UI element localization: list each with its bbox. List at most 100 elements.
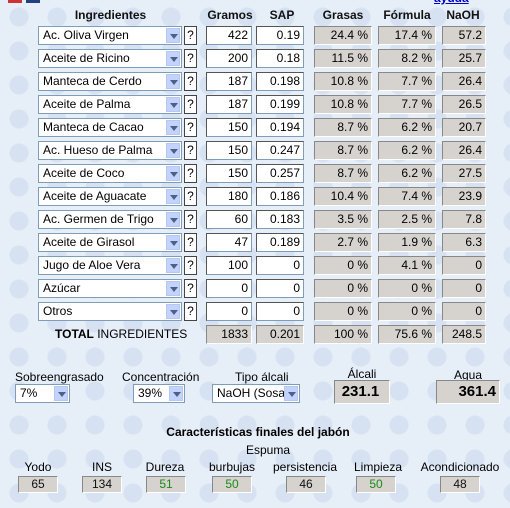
input-field[interactable]: 47 [206, 233, 252, 252]
output-field: 8.7 % [314, 141, 372, 160]
ingredient-select[interactable]: Aceite de Ricino [38, 49, 182, 68]
output-field: 0 [442, 279, 486, 298]
input-field[interactable]: 0.199 [256, 95, 304, 114]
dropdown-arrow[interactable] [166, 304, 180, 319]
output-field: 0 % [314, 279, 372, 298]
help-button[interactable]: ? [184, 141, 197, 160]
input-field[interactable]: 422 [206, 26, 252, 45]
dropdown-arrow[interactable] [166, 235, 180, 250]
total-value: 0.201 [256, 325, 304, 344]
help-button[interactable]: ? [184, 210, 197, 229]
total-value: 1833 [206, 325, 252, 344]
ingredient-select[interactable]: Aceite de Coco [38, 164, 182, 183]
help-button[interactable]: ? [184, 187, 197, 206]
ingredient-select[interactable]: Otros [38, 302, 182, 321]
property-value: 46 [286, 476, 326, 493]
input-field[interactable]: 200 [206, 49, 252, 68]
help-button[interactable]: ? [184, 95, 197, 114]
input-field[interactable]: 0.186 [256, 187, 304, 206]
dropdown-arrow[interactable] [54, 386, 68, 401]
property-label: Yodo [24, 460, 52, 474]
ingredient-select[interactable]: Aceite de Palma [38, 95, 182, 114]
input-field[interactable]: 0.189 [256, 233, 304, 252]
setting-select[interactable]: 39% [133, 384, 185, 403]
input-field[interactable]: 0.194 [256, 118, 304, 137]
help-button[interactable]: ? [184, 164, 197, 183]
help-button[interactable]: ? [184, 118, 197, 137]
total-rest: INGREDIENTES [93, 327, 188, 341]
dropdown-arrow[interactable] [166, 212, 180, 227]
output-field: 0 % [378, 302, 436, 321]
dropdown-arrow[interactable] [166, 143, 180, 158]
input-field[interactable]: 0.19 [256, 26, 304, 45]
output-field: 57.2 [442, 26, 486, 45]
setting-select[interactable]: 7% [15, 384, 70, 403]
ingredient-select[interactable]: Ac. Hueso de Palma [38, 141, 182, 160]
output-field: 23.9 [442, 187, 486, 206]
input-field[interactable]: 0.198 [256, 72, 304, 91]
input-field[interactable]: 0.18 [256, 49, 304, 68]
input-field[interactable]: 0 [256, 256, 304, 275]
ingredient-select[interactable]: Azúcar [38, 279, 182, 298]
ingredient-select[interactable]: Aceite de Aguacate [38, 187, 182, 206]
input-field[interactable]: 187 [206, 72, 252, 91]
ingredient-select[interactable]: Aceite de Girasol [38, 233, 182, 252]
help-button[interactable]: ? [184, 26, 197, 45]
flag-es[interactable] [8, 0, 22, 3]
dropdown-arrow[interactable] [166, 28, 180, 43]
input-field[interactable]: 187 [206, 95, 252, 114]
output-field: 11.5 % [314, 49, 372, 68]
setting-label: Agua [453, 368, 483, 382]
dropdown-arrow[interactable] [166, 166, 180, 181]
input-field[interactable]: 0.257 [256, 164, 304, 183]
input-field[interactable]: 180 [206, 187, 252, 206]
dropdown-arrow[interactable] [166, 258, 180, 273]
input-field[interactable]: 60 [206, 210, 252, 229]
output-field: 7.7 % [378, 72, 436, 91]
help-button[interactable]: ? [184, 72, 197, 91]
dropdown-arrow[interactable] [166, 51, 180, 66]
input-field[interactable]: 150 [206, 118, 252, 137]
output-field: 1.9 % [378, 233, 436, 252]
output-field: 17.4 % [378, 26, 436, 45]
input-field[interactable]: 0 [206, 302, 252, 321]
help-button[interactable]: ? [184, 256, 197, 275]
property-label: Limpieza [353, 460, 403, 474]
dropdown-arrow[interactable] [166, 120, 180, 135]
input-field[interactable]: 0 [256, 279, 304, 298]
ingredient-select[interactable]: Ac. Oliva Virgen [38, 26, 182, 45]
dropdown-arrow[interactable] [166, 281, 180, 296]
ingredient-select[interactable]: Ac. Germen de Trigo [38, 210, 182, 229]
ingredient-select[interactable]: Manteca de Cerdo [38, 72, 182, 91]
output-field: 25.7 [442, 49, 486, 68]
property-value: 51 [146, 476, 186, 493]
input-field[interactable]: 150 [206, 141, 252, 160]
input-field[interactable]: 100 [206, 256, 252, 275]
dropdown-arrow[interactable] [166, 74, 180, 89]
output-field: 24.4 % [314, 26, 372, 45]
help-button[interactable]: ? [184, 49, 197, 68]
setting-select[interactable]: NaOH (Sosa) [212, 384, 300, 403]
dropdown-arrow[interactable] [166, 97, 180, 112]
help-button[interactable]: ? [184, 233, 197, 252]
input-field[interactable]: 0 [206, 279, 252, 298]
help-button[interactable]: ? [184, 302, 197, 321]
flag-uk[interactable] [26, 0, 40, 3]
input-field[interactable]: 0 [256, 302, 304, 321]
dropdown-arrow[interactable] [166, 189, 180, 204]
input-field[interactable]: 0.247 [256, 141, 304, 160]
input-field[interactable]: 150 [206, 164, 252, 183]
input-field[interactable]: 0.183 [256, 210, 304, 229]
property-label: Dureza [145, 460, 185, 474]
dropdown-arrow[interactable] [284, 386, 298, 401]
dropdown-arrow[interactable] [169, 386, 183, 401]
ingredient-select[interactable]: Manteca de Cacao [38, 118, 182, 137]
ingredient-select[interactable]: Jugo de Aloe Vera [38, 256, 182, 275]
total-value: 100 % [314, 325, 372, 344]
help-button[interactable]: ? [184, 279, 197, 298]
total-bold: TOTAL [55, 327, 94, 341]
column-header: SAP [269, 8, 295, 22]
help-link[interactable]: ayuda [434, 0, 469, 5]
property-label: INS [91, 460, 113, 474]
